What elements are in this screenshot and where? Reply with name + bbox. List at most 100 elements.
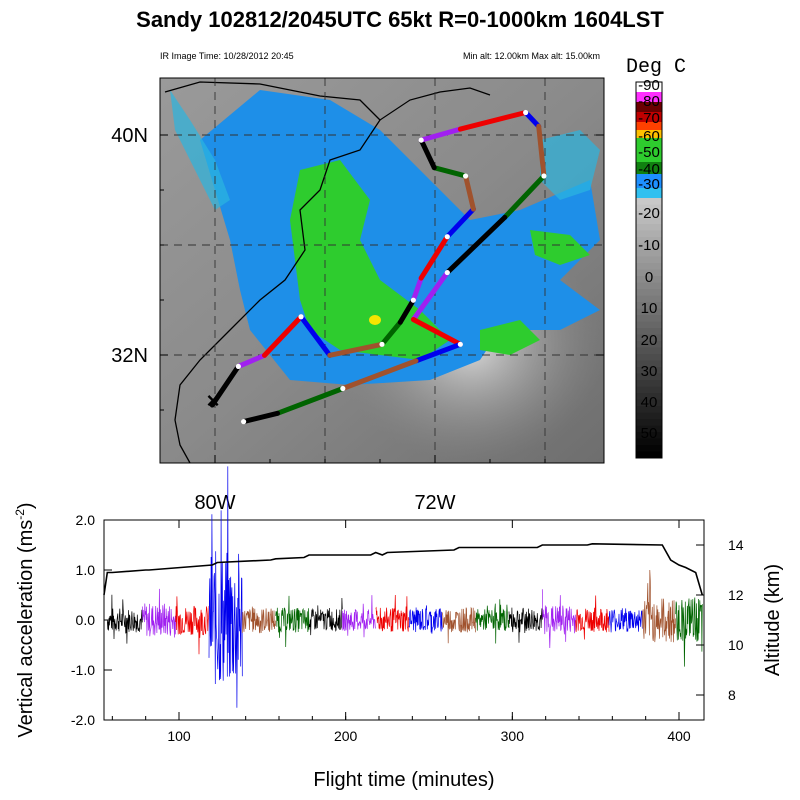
track-segment (397, 297, 416, 325)
track-point (340, 385, 346, 392)
cloud-peak-yellow (369, 315, 381, 325)
cloud-core-green-2 (480, 230, 590, 355)
y-tick-label: 1.0 (76, 562, 96, 578)
colorbar-label: 0 (645, 269, 653, 286)
colorbar-swatch (636, 386, 662, 394)
satellite-map: × 40N 32N 80W 72W (111, 77, 605, 514)
track-segment (410, 270, 450, 322)
storm-center-marker: × (207, 388, 220, 413)
colorbar-swatch (636, 399, 662, 407)
colorbar-swatch (636, 211, 662, 218)
track-segment (209, 363, 241, 408)
colorbar-swatch (636, 328, 662, 335)
track-segment (327, 341, 385, 358)
y-tick-label: 0.0 (76, 612, 96, 628)
colorbar-swatch (636, 289, 662, 296)
flight-track (209, 109, 547, 425)
colorbar-swatch (636, 198, 662, 205)
track-segment (418, 137, 437, 171)
track-point (379, 341, 385, 347)
colorbar-label: 30 (641, 363, 658, 380)
track-segment (379, 319, 403, 347)
colorbar-swatch (636, 269, 662, 277)
colorbar-label: -30 (638, 176, 660, 193)
colorbar-swatch (636, 406, 662, 413)
accel-segment (608, 608, 643, 633)
colorbar-swatch (636, 162, 662, 174)
track-point (457, 341, 463, 347)
track-segment (418, 126, 463, 143)
colorbar-swatch (636, 393, 662, 400)
y2-tick-label: 12 (728, 587, 744, 603)
track-markers (235, 109, 547, 425)
y2-tick-label: 8 (728, 687, 736, 703)
colorbar-label: -20 (638, 205, 660, 222)
colorbar-swatch (636, 295, 662, 303)
track-segment (536, 123, 547, 179)
x-tick-label: 300 (501, 728, 525, 744)
track-segment (523, 109, 542, 129)
track-segment (340, 358, 419, 391)
accel-segment (675, 597, 703, 667)
colorbar-swatch (636, 341, 662, 348)
y-tick-label: -1.0 (71, 662, 95, 678)
coastline (164, 81, 381, 463)
colorbar-swatch (636, 92, 662, 102)
colorbar-swatch (636, 174, 662, 188)
accel-segment (241, 606, 277, 634)
colorbar-swatch (636, 122, 662, 130)
altitude-range: Min alt: 12.00km Max alt: 15.00km (463, 51, 600, 61)
track-segment (444, 206, 476, 240)
colorbar-swatch (636, 347, 662, 355)
colorbar-swatch (636, 230, 662, 238)
colorbar-swatch (636, 82, 662, 92)
colorbar-swatch (636, 419, 662, 426)
track-point (410, 297, 416, 303)
accel-segment (408, 605, 443, 634)
colorbar-swatch (636, 367, 662, 374)
accel-segment (475, 599, 510, 644)
colorbar-label: 50 (641, 425, 658, 442)
track-point (298, 314, 304, 320)
y-tick-label: -2.0 (71, 712, 95, 728)
colorbar-swatch (636, 334, 662, 342)
colorbar-swatch (636, 130, 662, 138)
colorbar-swatch (636, 308, 662, 316)
track-segment (235, 352, 267, 369)
track-segment (298, 314, 333, 358)
x-tick-label: 200 (334, 728, 358, 744)
colorbar-swatch (636, 354, 662, 361)
y2-tick-label: 10 (728, 637, 744, 653)
track-segment (431, 165, 469, 179)
altitude-line (103, 542, 704, 596)
colorbar-swatch (636, 250, 662, 257)
cloud-band-cyan (170, 90, 600, 210)
track-point (240, 419, 247, 425)
colorbar-swatch (636, 237, 662, 244)
colorbar-swatch (636, 373, 662, 381)
chart-title: Sandy 102812/2045UTC 65kt R=0-1000km 160… (136, 7, 664, 32)
colorbar-swatch (636, 188, 662, 198)
accel-segment (508, 607, 543, 643)
lon-label-80w: 80W (194, 492, 235, 514)
colorbar-label: 20 (641, 332, 658, 349)
acceleration-series (106, 466, 703, 708)
track-point (523, 109, 529, 116)
colorbar-swatch (636, 204, 662, 212)
track-segment (463, 173, 476, 212)
colorbar-frame (635, 81, 663, 459)
colorbar-swatch (636, 263, 662, 270)
colorbar-label: -60 (638, 128, 660, 145)
colorbar-label: 40 (641, 394, 658, 411)
accel-segment (441, 606, 477, 644)
x-tick-label: 400 (667, 728, 691, 744)
accel-segment (575, 595, 610, 640)
y2-tick-label: 14 (728, 537, 744, 553)
track-segment (444, 214, 508, 276)
track-segment (261, 314, 304, 358)
colorbar-label: -70 (638, 110, 660, 127)
track-segment (413, 341, 463, 364)
colorbar-swatch (636, 451, 662, 459)
colorbar-swatch (636, 112, 662, 122)
